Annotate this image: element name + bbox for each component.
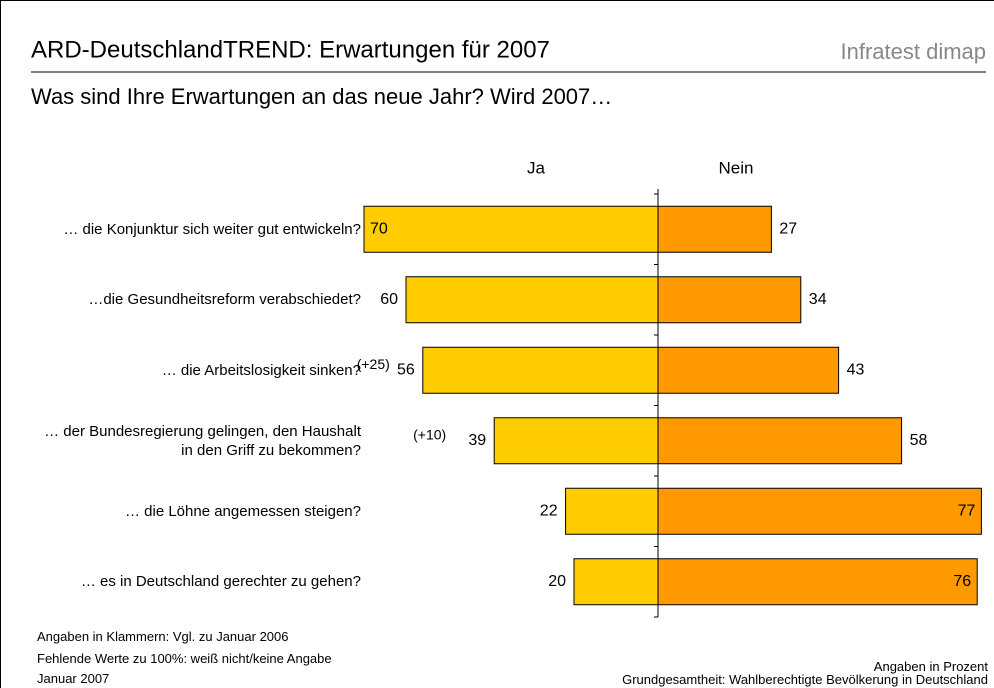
bar [657, 558, 978, 606]
value-label: 39 [468, 432, 486, 449]
bar [422, 346, 659, 394]
subtitle: Was sind Ihre Erwartungen an das neue Ja… [31, 84, 612, 109]
title: ARD-DeutschlandTREND: Erwartungen für 20… [31, 36, 550, 63]
bar [565, 487, 659, 535]
bar [657, 205, 772, 253]
value-label: 43 [847, 361, 865, 378]
value-label: 58 [910, 432, 928, 449]
legend-label: Nein [719, 158, 754, 177]
bar [363, 205, 659, 253]
footnote: Angaben in Prozent [873, 659, 988, 674]
footnote: Grundgesamtheit: Wahlberechtigte Bevölke… [622, 672, 988, 687]
bar [657, 346, 840, 394]
category-label: …die Gesundheitsreform verabschiedet? [88, 291, 361, 309]
category-label: … die Arbeitslosigkeit sinken? [161, 361, 361, 379]
bar [657, 276, 802, 324]
category-label: … es in Deutschland gerechter zu gehen? [80, 573, 361, 591]
legend-label: Ja [527, 158, 546, 177]
value-label: 77 [958, 502, 976, 519]
bar [657, 487, 982, 535]
value-label: 60 [380, 291, 398, 308]
value-note: (+25) [357, 356, 390, 372]
footnote: Fehlende Werte zu 100%: weiß nicht/keine… [37, 651, 332, 666]
value-label: 27 [779, 220, 797, 237]
bar [657, 417, 903, 465]
category-label: … der Bundesregierung gelingen, den Haus… [44, 422, 361, 459]
footnote: Angaben in Klammern: Vgl. zu Januar 2006 [37, 629, 289, 644]
value-label: 34 [809, 291, 827, 308]
category-label: … die Konjunktur sich weiter gut entwick… [63, 220, 361, 238]
footnote: Januar 2007 [37, 671, 110, 686]
bar [493, 417, 659, 465]
value-label: 70 [370, 220, 388, 237]
value-note: (+10) [413, 426, 446, 442]
bar [405, 276, 659, 324]
bar [573, 558, 659, 606]
brand: Infratest dimap [840, 39, 986, 64]
value-label: 56 [397, 361, 415, 378]
category-label: … die Löhne angemessen steigen? [124, 502, 361, 520]
value-label: 76 [953, 573, 971, 590]
value-label: 22 [540, 502, 558, 519]
value-label: 20 [548, 573, 566, 590]
